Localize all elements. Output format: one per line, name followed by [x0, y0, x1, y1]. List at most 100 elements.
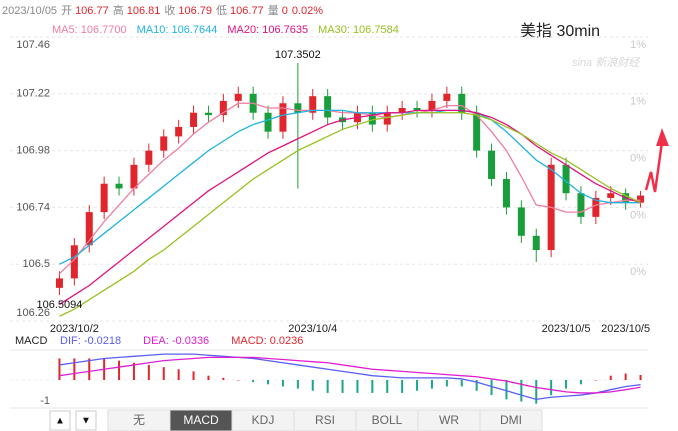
candle-body	[473, 112, 481, 151]
macd-bar	[445, 380, 448, 387]
macd-bar	[237, 380, 240, 381]
x-tick-label: 2023/10/5	[542, 323, 591, 335]
tab-label[interactable]: KDJ	[252, 413, 275, 427]
legend-entry: MA20: 106.7635	[227, 24, 308, 36]
macd-bar	[594, 380, 597, 381]
macd-bar	[252, 380, 255, 383]
header-label: 量	[268, 4, 279, 17]
candle-body	[100, 183, 108, 213]
header-change: 0.02%	[292, 5, 323, 17]
tab-label[interactable]: BOLL	[372, 413, 403, 427]
macd-bar	[550, 380, 553, 396]
candle-body	[577, 193, 585, 217]
arrow-label[interactable]: ▼	[81, 416, 91, 427]
macd-line	[59, 356, 641, 394]
macd-line	[59, 353, 641, 401]
tab-label[interactable]: WR	[439, 413, 459, 427]
macd-bar	[281, 380, 284, 387]
x-tick-label: 2023/10/5	[601, 323, 650, 335]
candle-body	[368, 112, 376, 125]
legend-entry: MA5: 106.7700	[52, 24, 127, 36]
macd-bar	[177, 369, 180, 380]
macd-bar	[147, 364, 150, 380]
ma-line	[59, 112, 641, 317]
y-tick-label: 106.98	[16, 145, 50, 157]
macd-bar	[371, 380, 374, 393]
y2-tick-label: 1%	[630, 39, 646, 51]
x-tick-label: 2023/10/4	[288, 323, 337, 335]
candle-body	[532, 235, 540, 250]
x-tick-label: 2023/10/2	[50, 323, 99, 335]
candle-body	[294, 103, 302, 113]
header-value: 106.77	[230, 5, 264, 17]
candle-body	[637, 195, 645, 203]
y2-tick-label: 0%	[630, 266, 646, 278]
arrow-button[interactable]	[49, 410, 71, 431]
macd-bar	[490, 380, 493, 396]
macd-bar	[356, 380, 359, 393]
macd-bar	[267, 380, 270, 385]
annotation-arrow	[644, 141, 664, 193]
y-tick-label: 106.74	[16, 201, 50, 213]
tab[interactable]	[479, 409, 543, 431]
macd-bar	[162, 367, 165, 380]
y-tick-label: 107.22	[16, 88, 50, 100]
legend-entry: DEA: -0.0336	[143, 335, 209, 347]
candle-body	[607, 193, 615, 198]
header-label: 高	[113, 3, 124, 17]
candle-body	[219, 100, 227, 116]
y2-tick-label: 0%	[630, 209, 646, 221]
macd-bar	[296, 380, 299, 389]
candle-body	[234, 93, 242, 101]
candle-body	[70, 245, 78, 279]
macd-bar	[579, 380, 582, 385]
y2-tick-label: 0%	[630, 153, 646, 165]
macd-bar	[520, 380, 523, 402]
candle-body	[413, 108, 421, 111]
candle-body	[175, 126, 183, 137]
candle-body	[85, 212, 93, 246]
macd-bar	[460, 380, 463, 387]
candle-body	[160, 136, 168, 151]
macd-bar	[341, 380, 344, 393]
candle-body	[428, 100, 436, 111]
macd-bar	[475, 380, 478, 391]
header-value: 106.77	[75, 5, 109, 17]
candle-body	[115, 183, 123, 189]
candle-body	[204, 112, 212, 116]
tab-label[interactable]: DMI	[500, 413, 522, 427]
macd-bar	[416, 380, 419, 391]
header-value: 0	[282, 5, 288, 17]
legend-entry: MACD: 0.0236	[231, 335, 303, 347]
macd-bar	[565, 380, 568, 389]
candle-body	[517, 207, 525, 236]
macd-bar	[639, 374, 642, 380]
macd-bar	[609, 375, 612, 380]
macd-bar	[535, 380, 538, 404]
tab-label[interactable]: MACD	[183, 413, 219, 427]
macd-bar	[386, 380, 389, 393]
y-tick-label: 106.26	[16, 307, 50, 319]
chart-title: 美指 30min	[520, 22, 600, 40]
tab-label[interactable]: 无	[133, 413, 145, 427]
candle-body	[145, 150, 153, 165]
macd-bar	[88, 358, 91, 380]
high-annotation: 107.3502	[275, 49, 321, 61]
candle-body	[458, 93, 466, 113]
header-date: 2023/10/05	[2, 5, 57, 17]
macd-bar	[505, 380, 508, 400]
candle-body	[190, 112, 198, 127]
ma-line	[59, 102, 641, 275]
arrow-button[interactable]	[75, 410, 97, 431]
candle-body	[279, 103, 287, 132]
macd-bar	[222, 377, 225, 380]
legend-entry: DIF: -0.0218	[60, 335, 121, 347]
header-value: 106.79	[178, 5, 212, 17]
y-tick-label: 106.5	[22, 258, 50, 270]
candle-body	[488, 150, 496, 179]
arrow-label[interactable]: ▲	[55, 416, 65, 427]
tab-label[interactable]: RSI	[315, 413, 335, 427]
macd-bar	[430, 380, 433, 389]
